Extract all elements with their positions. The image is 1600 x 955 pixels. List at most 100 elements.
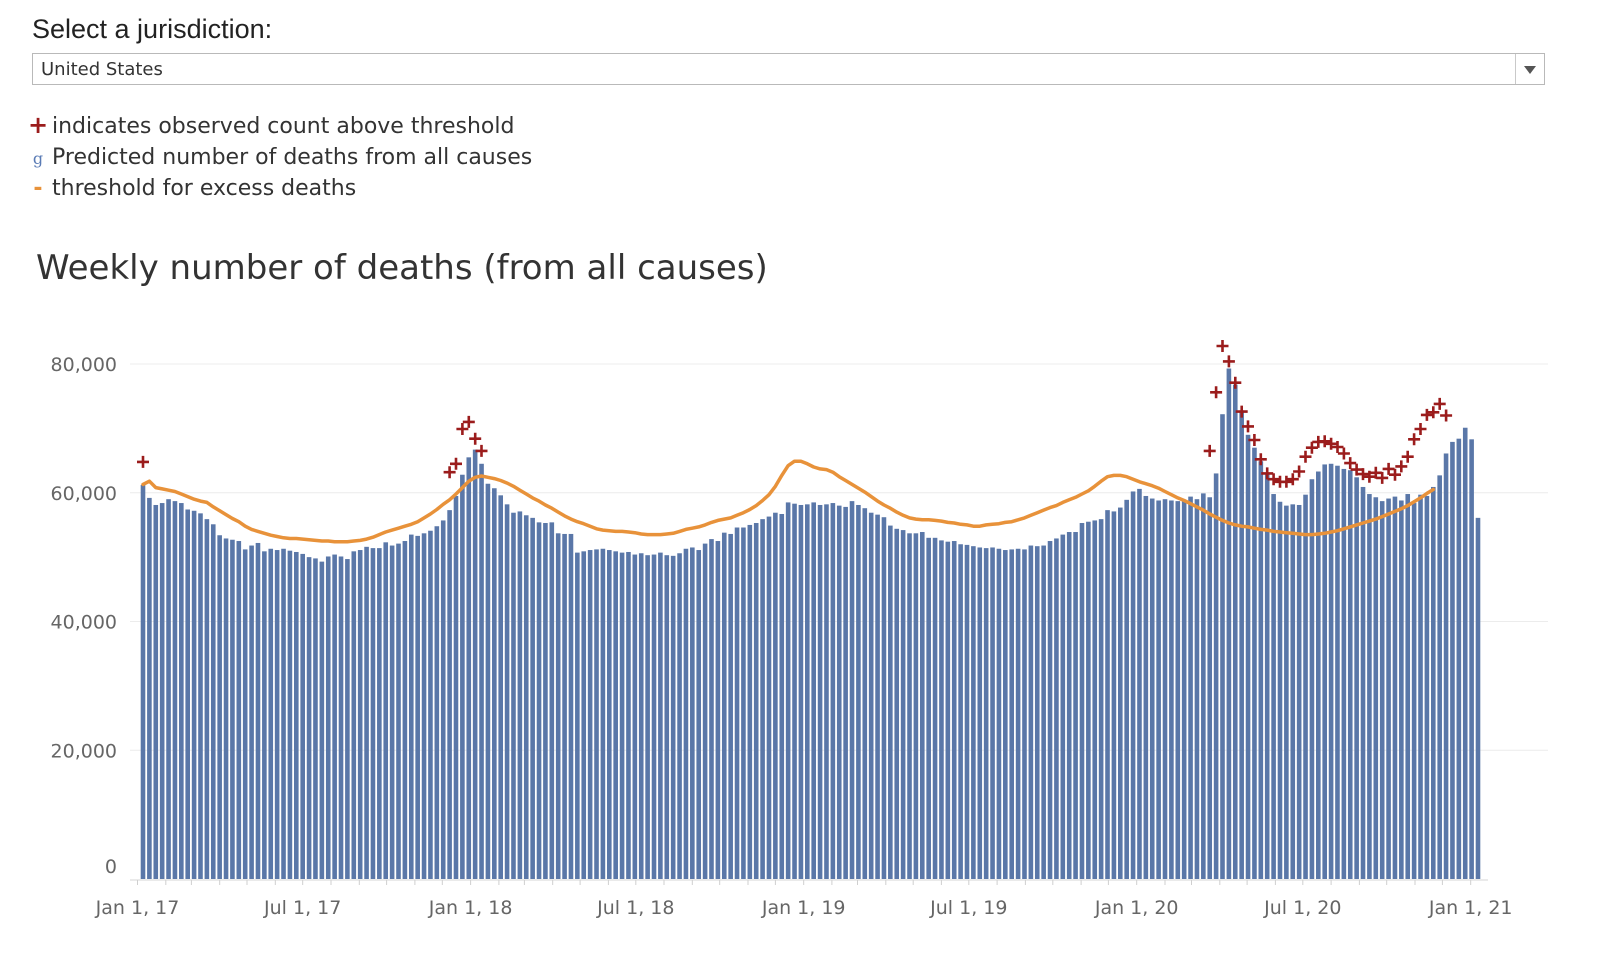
- bar: [1213, 473, 1219, 879]
- bar: [1022, 549, 1027, 879]
- chevron-down-icon: [1524, 66, 1536, 74]
- bar: [249, 545, 254, 879]
- bar: [408, 534, 414, 879]
- bar: [913, 533, 919, 879]
- bar: [492, 488, 497, 879]
- bar: [760, 519, 765, 879]
- above-threshold-marker: [1395, 460, 1408, 473]
- bar: [268, 548, 274, 879]
- bar: [281, 548, 286, 879]
- bar: [300, 553, 305, 879]
- bar: [313, 558, 318, 879]
- bar: [1060, 534, 1066, 879]
- bar: [1034, 546, 1040, 879]
- bar: [715, 541, 721, 879]
- bar: [1086, 521, 1091, 879]
- above-threshold-marker: [1293, 465, 1306, 478]
- bar: [939, 540, 944, 879]
- bar: [357, 550, 363, 879]
- bar: [836, 505, 842, 880]
- bar: [996, 548, 1002, 879]
- jurisdiction-select[interactable]: United States: [32, 53, 1545, 85]
- bar: [1003, 550, 1008, 879]
- bar: [185, 509, 191, 879]
- bar: [294, 551, 299, 879]
- bar: [1399, 500, 1404, 879]
- bar: [1379, 501, 1385, 879]
- bar: [447, 510, 452, 879]
- bar: [198, 513, 203, 879]
- bar: [319, 561, 325, 879]
- bar: [530, 517, 535, 879]
- bar: [389, 545, 395, 879]
- bar: [338, 556, 344, 879]
- bar: [428, 530, 433, 879]
- bar: [1284, 505, 1289, 880]
- bar: [670, 555, 676, 879]
- above-threshold-marker: [1363, 470, 1376, 483]
- bar: [613, 551, 618, 879]
- above-threshold-marker: [1414, 423, 1427, 435]
- bar: [856, 504, 861, 879]
- bar: [1207, 497, 1213, 879]
- above-threshold-marker: [1210, 386, 1223, 399]
- bar: [907, 533, 912, 879]
- bar: [1194, 499, 1200, 879]
- bar: [792, 503, 797, 879]
- bar: [1239, 410, 1244, 879]
- bar: [396, 543, 401, 879]
- bar: [945, 541, 951, 879]
- bar: [1277, 501, 1283, 879]
- above-threshold-marker: [1286, 473, 1299, 486]
- bar: [1418, 494, 1423, 879]
- bar: [555, 533, 561, 879]
- bar: [1226, 368, 1232, 879]
- bar: [1092, 520, 1098, 879]
- bar: [645, 555, 650, 879]
- bar: [549, 522, 555, 879]
- bar: [153, 504, 159, 879]
- above-threshold-marker: [1331, 441, 1344, 453]
- bar: [191, 510, 197, 879]
- bar: [1156, 500, 1161, 879]
- bar: [434, 526, 440, 879]
- bar: [504, 504, 510, 879]
- bar: [1309, 479, 1315, 879]
- above-threshold-marker: [1222, 355, 1235, 368]
- bar: [1469, 439, 1474, 879]
- bar: [664, 555, 670, 879]
- bar: [721, 532, 727, 879]
- bar: [875, 514, 880, 879]
- bar: [1290, 504, 1296, 879]
- above-threshold-marker: [1254, 453, 1267, 466]
- bar: [958, 544, 963, 879]
- bar: [562, 533, 567, 879]
- bar: [140, 485, 146, 879]
- bar: [626, 551, 631, 879]
- x-tick-label: Jan 1, 21: [1428, 897, 1513, 919]
- above-threshold-marker: [475, 444, 488, 457]
- bar: [332, 554, 337, 879]
- bar: [1296, 504, 1302, 879]
- bar: [1009, 549, 1015, 879]
- y-tick-label: 0: [105, 856, 117, 878]
- bar: [881, 517, 887, 879]
- bar: [728, 533, 733, 879]
- above-threshold-marker: [1318, 435, 1331, 448]
- bar: [830, 503, 836, 879]
- bar: [1111, 511, 1117, 879]
- dropdown-button[interactable]: [1515, 54, 1544, 84]
- bar: [824, 504, 829, 879]
- bar: [166, 499, 171, 879]
- bar: [1322, 464, 1327, 879]
- bar: [159, 503, 165, 879]
- y-tick-label: 20,000: [51, 740, 117, 762]
- bar: [402, 541, 408, 879]
- bar: [1124, 499, 1129, 879]
- above-threshold-marker: [1242, 420, 1254, 433]
- bar: [658, 552, 663, 879]
- chart-title: Weekly number of deaths (from all causes…: [36, 248, 768, 288]
- bar: [766, 516, 772, 879]
- bar: [575, 552, 580, 879]
